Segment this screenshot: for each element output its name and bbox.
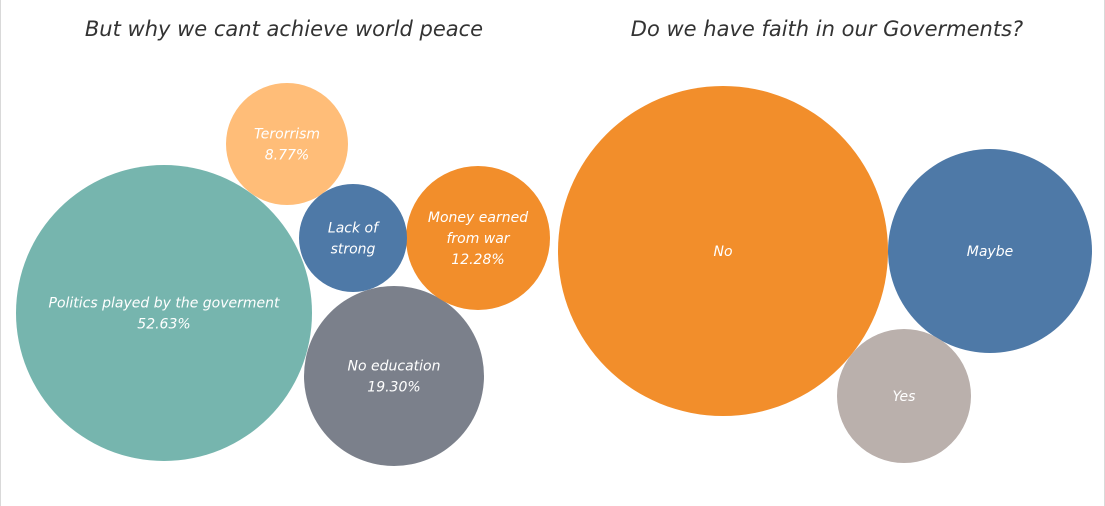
bubble-yes[interactable]: Yes xyxy=(837,329,971,463)
bubble-label-line-lack-of-strong: strong xyxy=(331,242,376,258)
bubble-label-line-maybe: Maybe xyxy=(967,244,1013,260)
bubble-label-line-money-earned-from-war: Money earned xyxy=(428,210,528,226)
bubble-circle-lack-of-strong[interactable] xyxy=(299,184,407,292)
bubble-no-education[interactable]: No education 19.30% xyxy=(304,286,484,466)
bubble-terorrism[interactable]: Terorrism 8.77% xyxy=(226,83,348,205)
bubble-value-politics-played-by-the-goverment: 52.63% xyxy=(137,317,190,333)
faith-bubbles: No Maybe Yes xyxy=(558,86,1092,463)
bubble-value-no-education: 19.30% xyxy=(367,380,420,396)
bubble-money-earned-from-war[interactable]: Money earned from war 12.28% xyxy=(406,166,550,310)
bubble-label-line-politics-played-by-the-goverment: Politics played by the goverment xyxy=(49,296,280,312)
bubble-label-line-no-education: No education xyxy=(348,359,441,375)
bubble-politics-played-by-the-goverment[interactable]: Politics played by the goverment 52.63% xyxy=(16,165,312,461)
bubble-label-line-no: No xyxy=(713,244,732,260)
bubble-circle-politics-played-by-the-goverment[interactable] xyxy=(16,165,312,461)
bubble-label-line-yes: Yes xyxy=(893,389,916,405)
bubble-value-money-earned-from-war: 12.28% xyxy=(451,252,504,268)
chart-title-faith-in-governments: Do we have faith in our Goverments? xyxy=(631,17,1023,41)
bubble-no[interactable]: No xyxy=(558,86,888,416)
world-peace-bubbles: Politics played by the goverment 52.63% No… xyxy=(16,83,550,466)
bubble-label-line-lack-of-strong: Lack of xyxy=(328,221,380,237)
bubble-label-line-terorrism: Terorrism xyxy=(254,127,320,143)
bubble-circle-maybe[interactable] xyxy=(888,149,1092,353)
bubble-circle-no-education[interactable] xyxy=(304,286,484,466)
bubble-circle-terorrism[interactable] xyxy=(226,83,348,205)
bubble-circle-money-earned-from-war[interactable] xyxy=(406,166,550,310)
chart-title-world-peace: But why we cant achieve world peace xyxy=(85,17,483,41)
bubble-circle-yes[interactable] xyxy=(837,329,971,463)
bubble-label-line-money-earned-from-war: from war xyxy=(446,231,510,247)
bubble-lack-of-strong[interactable]: Lack of strong xyxy=(299,184,407,292)
bubble-value-terorrism: 8.77% xyxy=(265,148,309,164)
bubble-maybe[interactable]: Maybe xyxy=(888,149,1092,353)
bubble-circle-no[interactable] xyxy=(558,86,888,416)
